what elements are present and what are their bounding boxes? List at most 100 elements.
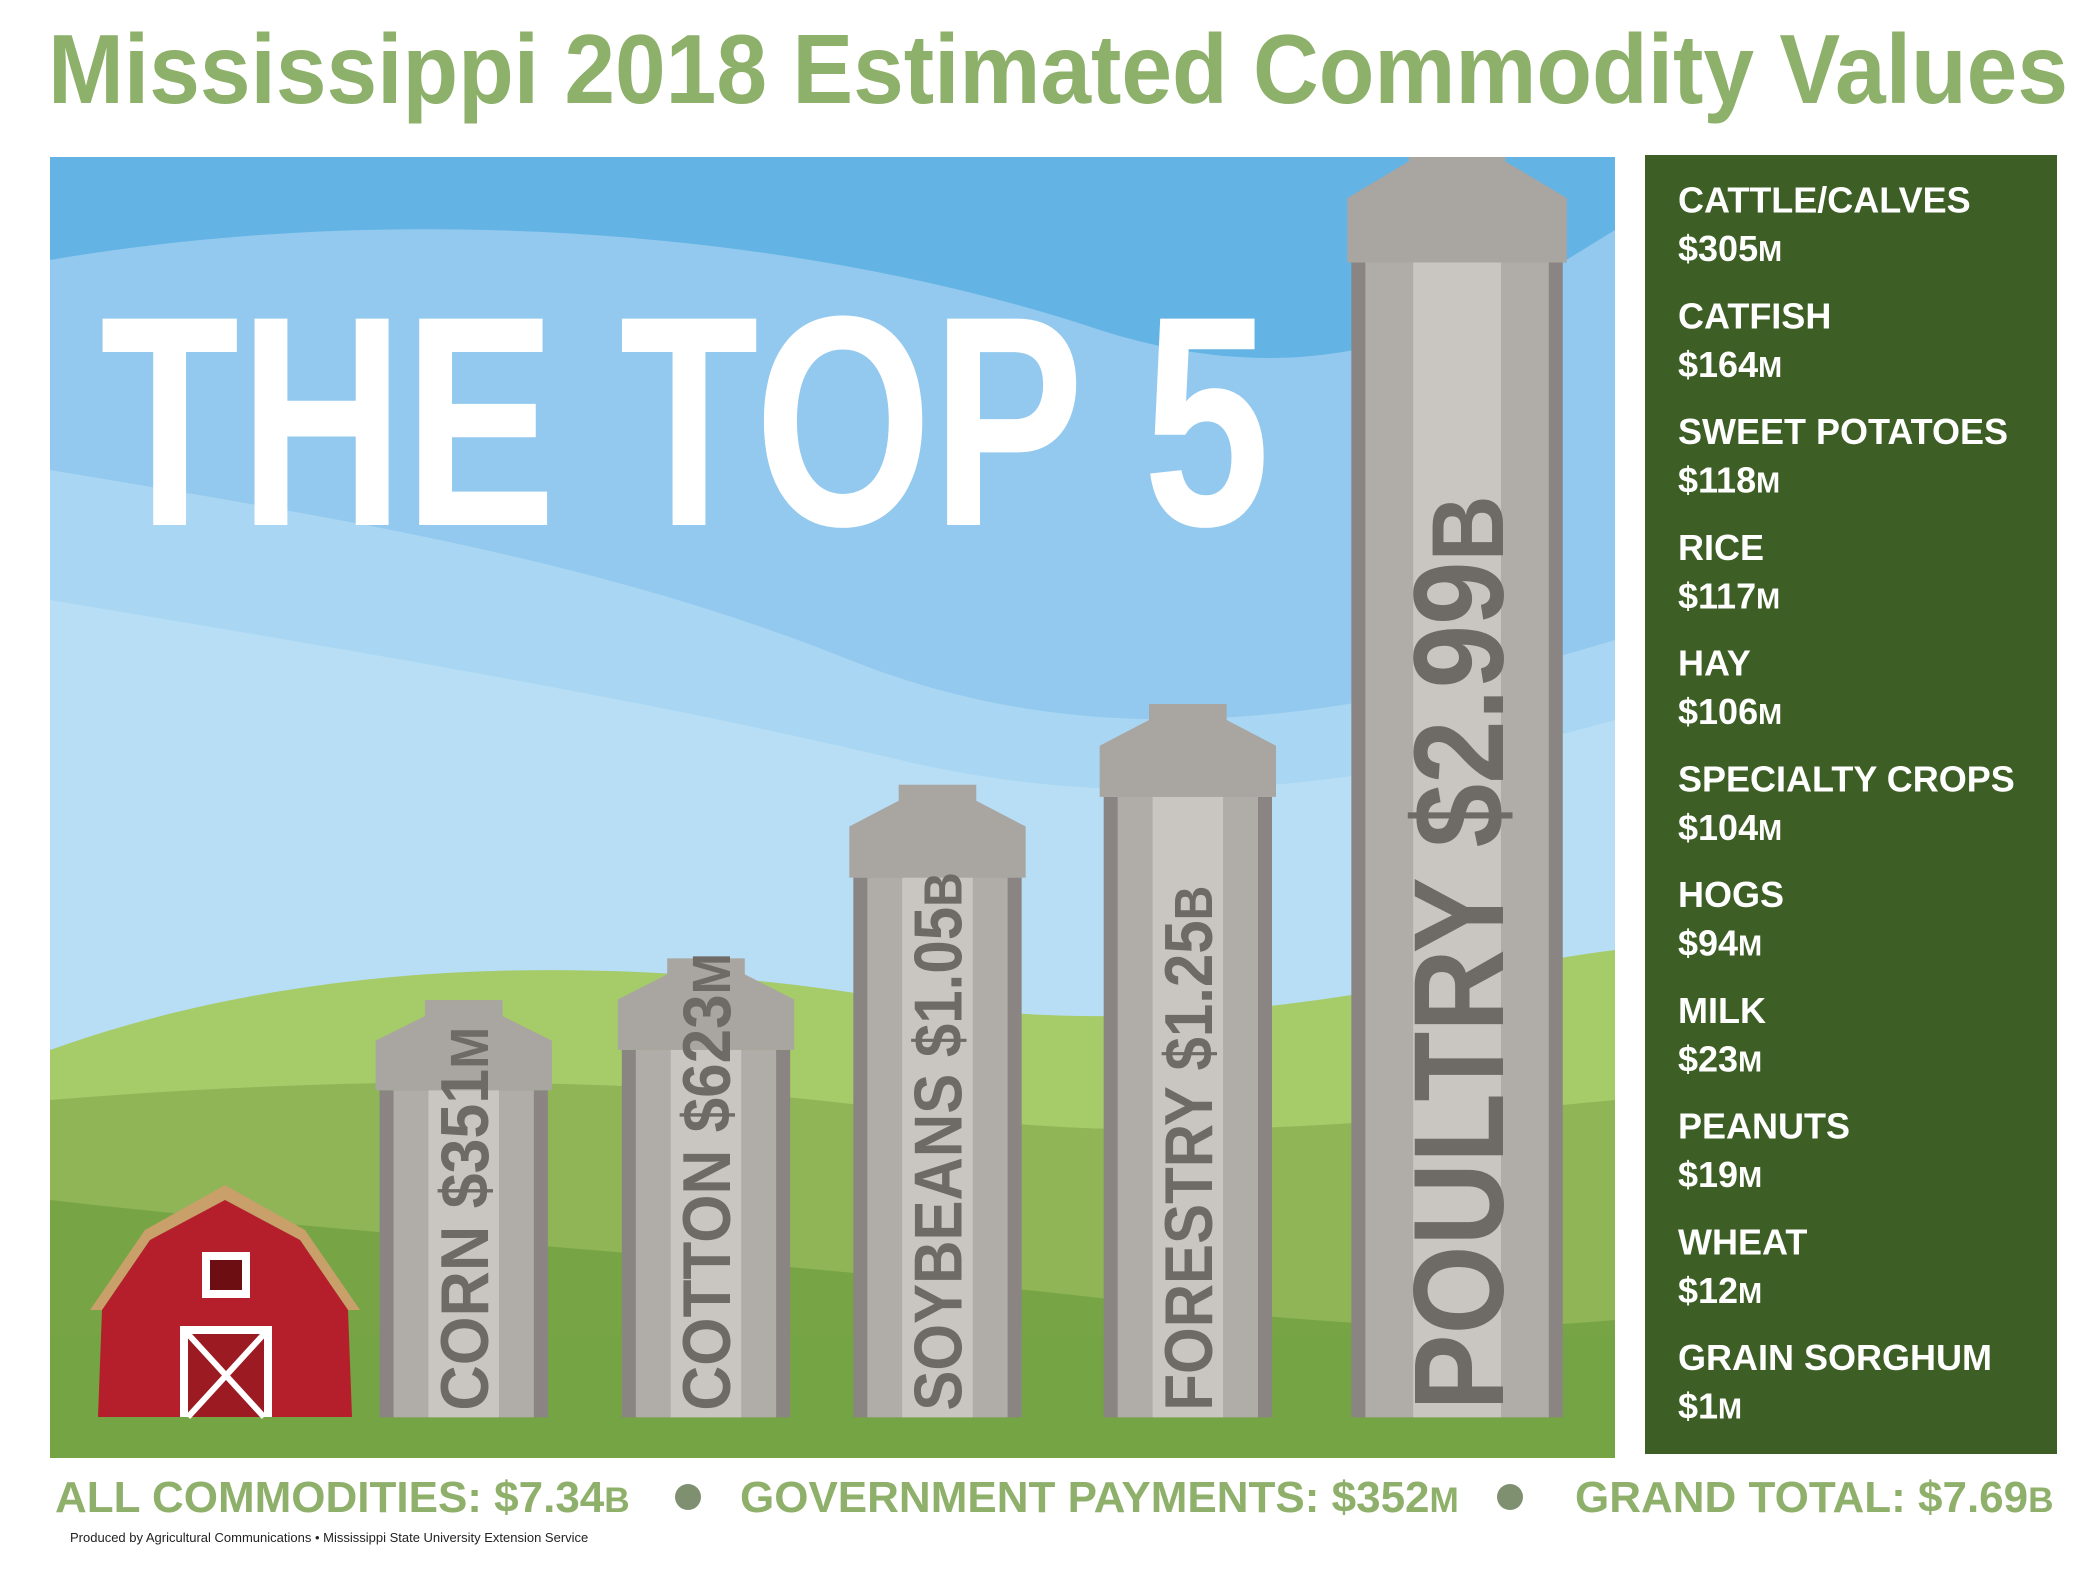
item-value: $305M [1678,228,1782,269]
text-part: COTTON [670,1150,745,1411]
total: GOVERNMENT PAYMENTS: $352M [740,1473,1459,1522]
silo-stripe [902,877,973,1418]
silo-cap [1149,703,1227,721]
text-part: $23 [1678,1038,1738,1079]
item-value: $104M [1678,807,1782,848]
text-part: $104 [1678,807,1758,848]
headline: THE TOP 5 [100,253,1270,589]
item-name: SPECIALTY CROPS [1678,758,2015,799]
text-part: M [1756,468,1780,500]
barn [90,1185,360,1420]
text-part: B [604,1481,629,1520]
text-part: GOVERNMENT PAYMENTS: [740,1473,1319,1522]
text-part: $117 [1678,575,1756,616]
text-part: M [1738,1162,1762,1194]
text-part: $351 [428,1069,503,1209]
text-part: B [1164,886,1224,921]
item-value: $1M [1678,1386,1742,1427]
text-part: $1 [1678,1386,1718,1427]
text-part: M [1718,1394,1742,1426]
text-part: M [1738,1278,1762,1310]
item-value: $94M [1678,923,1762,964]
item-value: $23M [1678,1038,1762,1079]
item-value: $117M [1678,575,1780,616]
item-name: MILK [1678,990,1766,1031]
item-value: $118M [1678,460,1780,501]
silo-label: FORESTRY $1.25B [1152,886,1227,1411]
text-part: M [1758,352,1782,384]
text-part: $1.05 [902,907,977,1057]
silo-roof [1347,161,1567,263]
credit: Produced by Agricultural Communications … [70,1530,588,1545]
text-part: M [1758,699,1782,731]
silo-stripe [670,1049,742,1418]
text-part: $1.25 [1152,920,1227,1070]
item-name: SWEET POTATOES [1678,411,2008,452]
text-part: $106 [1678,691,1758,732]
separator-dot [675,1484,701,1510]
silo: SOYBEANS $1.05B [849,784,1026,1418]
text-part: $164 [1678,344,1758,385]
text-part: M [440,1027,500,1069]
silo-label: POULTRY $2.99B [1388,495,1531,1410]
silo-cap [667,958,745,976]
text-part: M [1430,1481,1459,1520]
silo-stripe [1152,796,1224,1418]
item-value: $12M [1678,1270,1762,1311]
text-part: M [682,953,742,994]
text-part: $352 [1332,1473,1430,1522]
item-name: WHEAT [1678,1221,1807,1262]
text-part: ALL COMMODITIES: [55,1473,482,1522]
text-part: $118 [1678,460,1756,501]
text-part: POULTRY [1388,878,1531,1410]
silo-cap [1408,157,1506,163]
silo-roof [375,1016,552,1091]
item-value: $19M [1678,1154,1762,1195]
item-name: HAY [1678,643,1751,684]
silo: CORN $351M [375,1000,552,1418]
silo-stripe [1413,262,1501,1418]
text-part: $7.34 [494,1473,605,1522]
item-value: $164M [1678,344,1782,385]
silo-label: COTTON $623M [670,953,745,1411]
silo-roof [617,974,795,1050]
silo: POULTRY $2.99B [1347,157,1567,1418]
silo: COTTON $623M [617,953,795,1418]
item-name: GRAIN SORGHUM [1678,1337,1992,1378]
text-part: B [914,872,974,907]
text-part: CORN [428,1226,503,1411]
silo-label: CORN $351M [428,1027,503,1411]
item-name: CATFISH [1678,295,1831,336]
silo-cap [898,784,977,802]
total: GRAND TOTAL: $7.69B [1575,1473,2054,1522]
text-part: B [2028,1481,2053,1520]
text-part: M [1758,236,1782,268]
item-name: RICE [1678,527,1764,568]
side-panel [1645,155,2057,1454]
silo-stripe [428,1090,499,1418]
text-part: $12 [1678,1270,1738,1311]
item-name: CATTLE/CALVES [1678,180,1971,221]
text-part: M [1738,931,1762,963]
total: ALL COMMODITIES: $7.34B [55,1473,630,1522]
text-part: SOYBEANS [902,1074,977,1411]
text-part: M [1758,815,1782,847]
text-part: FORESTRY [1152,1087,1227,1411]
text-part: M [1756,583,1780,615]
text-part: B [1410,495,1525,561]
silo-cap [424,1000,503,1018]
item-value: $106M [1678,691,1782,732]
silo-roof [1099,719,1277,797]
item-name: HOGS [1678,874,1784,915]
title: Mississippi 2018 Estimated Commodity Val… [48,14,2068,124]
text-part: $7.69 [1918,1473,2028,1522]
item-name: PEANUTS [1678,1106,1850,1147]
silo-roof [849,800,1026,878]
text-part: GRAND TOTAL: [1575,1473,1906,1522]
text-part: M [1738,1046,1762,1078]
separator-dot [1497,1484,1523,1510]
totals: ALL COMMODITIES: $7.34B GOVERNMENT PAYMEN… [55,1473,2054,1522]
